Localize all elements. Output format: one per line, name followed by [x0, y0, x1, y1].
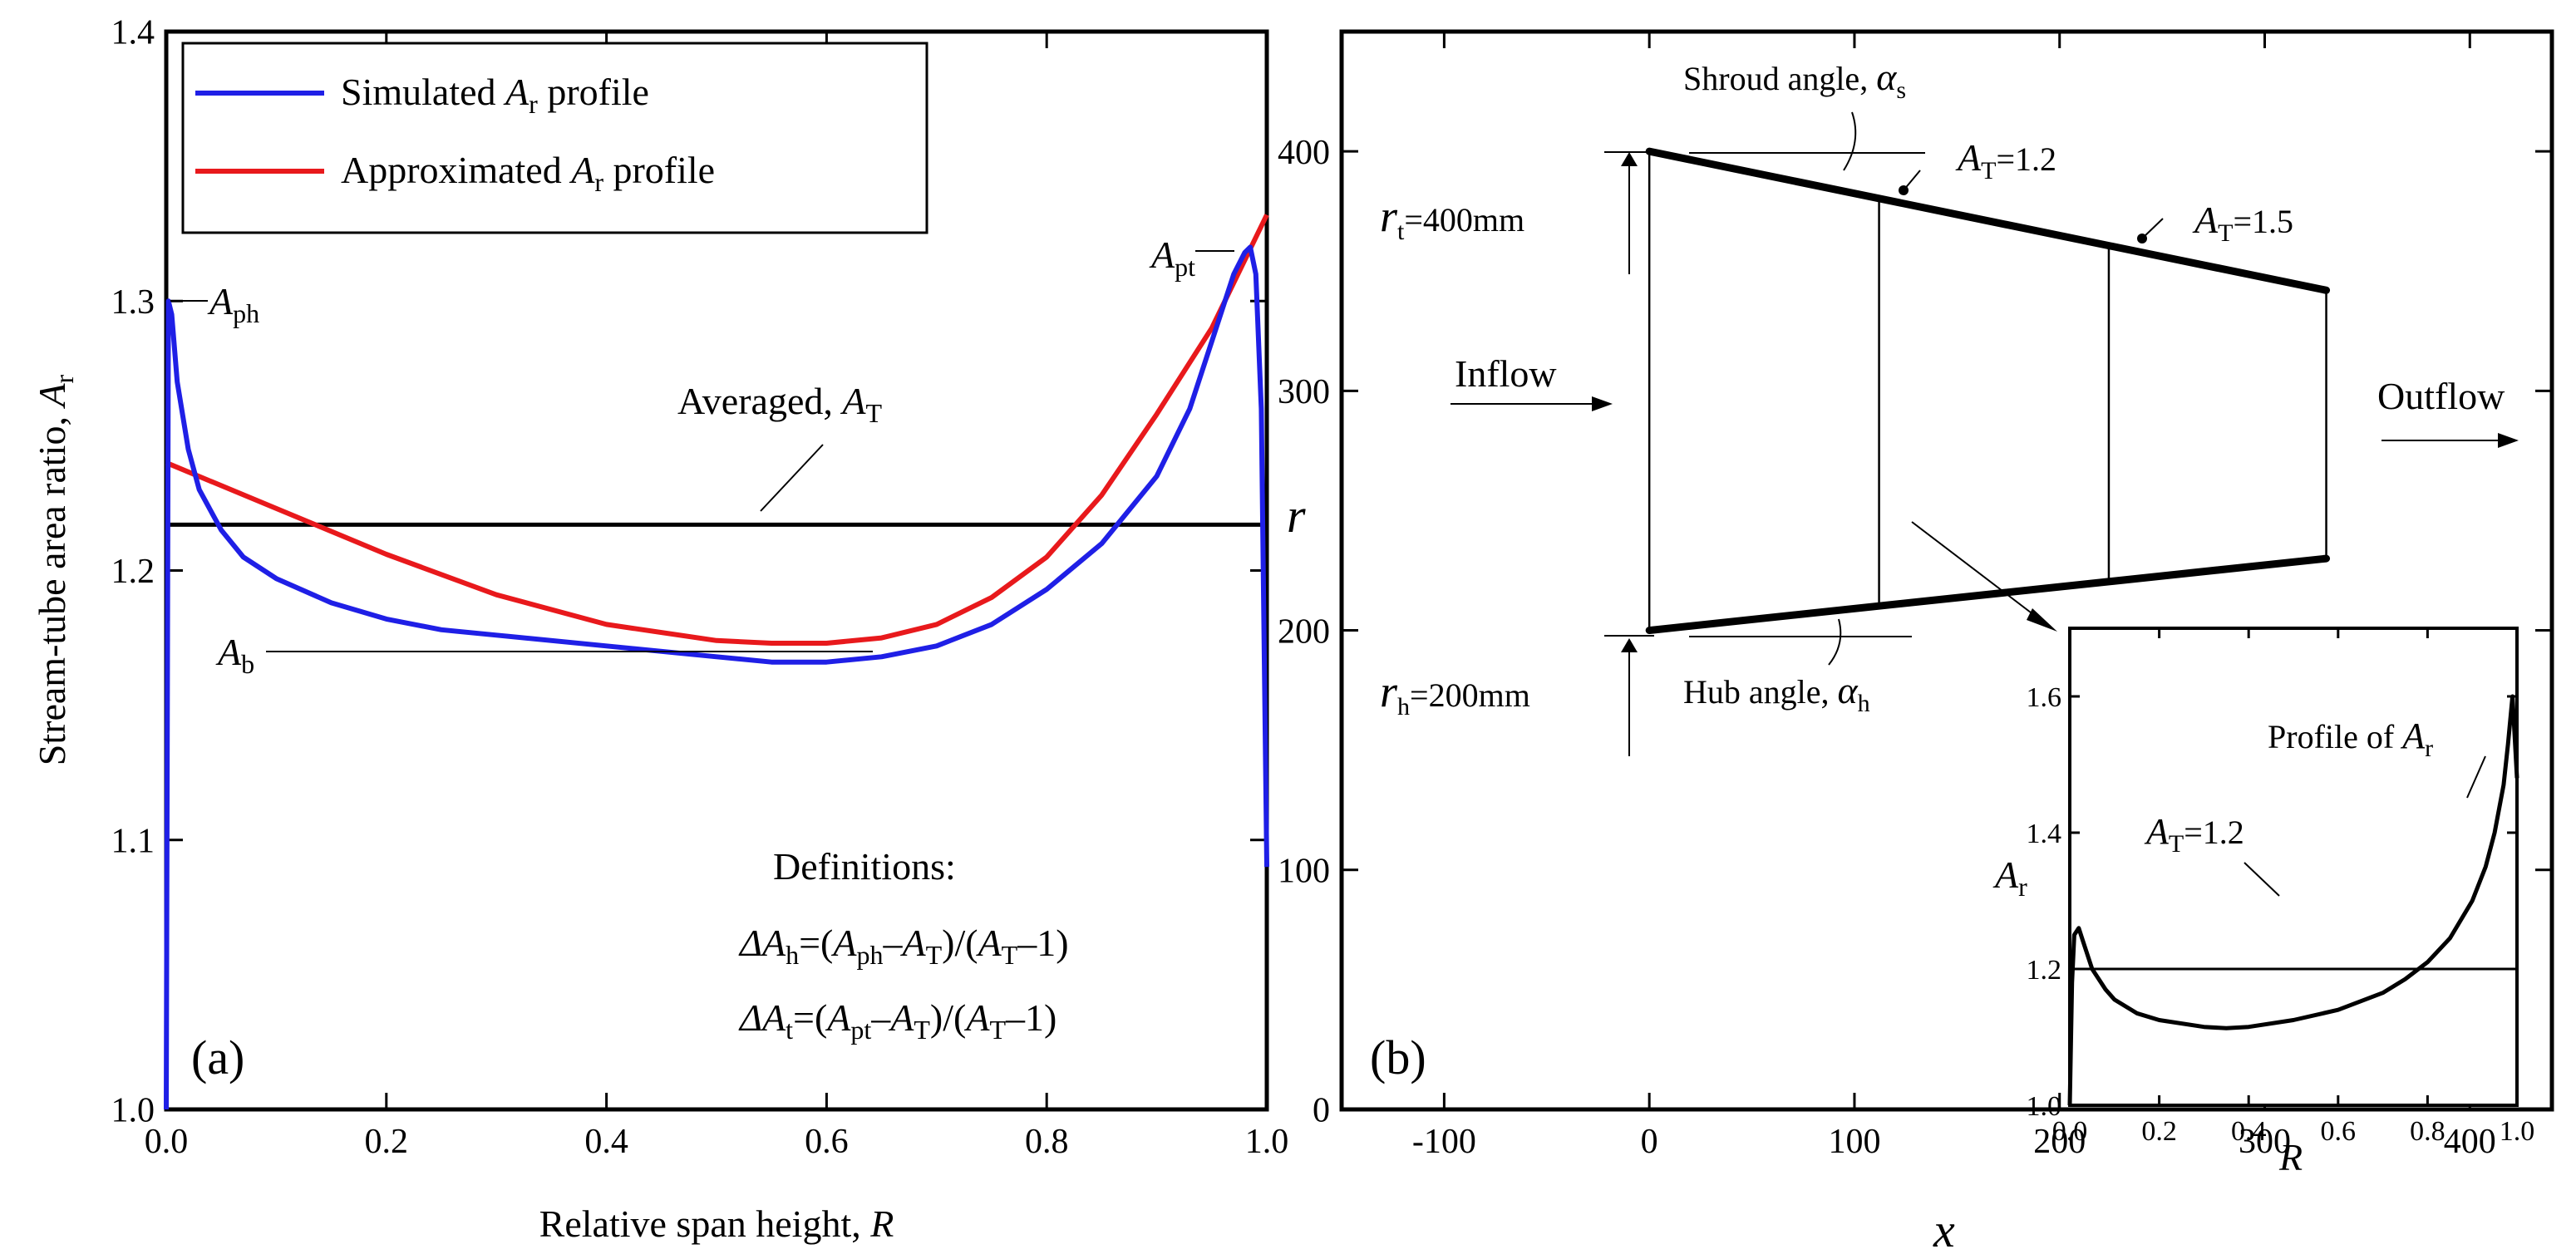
y-tick-label: 1.2: [2027, 955, 2062, 986]
y-tick-label: 1.4: [111, 14, 155, 52]
inset-profile-leader: [2466, 755, 2486, 799]
y-tick-label: 200: [1278, 612, 1330, 651]
averaged-leader: [760, 444, 824, 512]
panel-b-y-axis-label: r: [1287, 489, 1306, 543]
x-tick-label: 0.0: [2052, 1116, 2088, 1147]
x-tick-label: 0.8: [1025, 1123, 1069, 1161]
at-1-5-label: AT=1.5: [2192, 199, 2293, 247]
panel-a-x-axis-label: Relative span height, R: [539, 1202, 894, 1245]
x-tick-label: 0.2: [2141, 1116, 2177, 1147]
inset-pointer-head: [2027, 608, 2057, 632]
inset-at-leader: [2244, 862, 2280, 897]
panel-b: -100 0 100 200 300 400 0 100 200 300 400 r x Shrou…: [1278, 29, 2554, 1257]
inset-x-axis-label: R: [2278, 1136, 2303, 1178]
panel-b-x-axis-label: x: [1933, 1203, 1955, 1257]
rt-arrowhead: [1621, 152, 1638, 166]
duct-geometry: [1645, 147, 2331, 635]
y-tick-label: 0: [1313, 1092, 1330, 1130]
rh-arrowhead: [1621, 638, 1638, 652]
x-tick-label: 200: [2033, 1123, 2086, 1161]
panel-b-tag: (b): [1370, 1030, 1426, 1084]
inset-y-axis-label: Ar: [1992, 853, 2027, 902]
legend-box: [181, 42, 928, 234]
at-1-5-leader: [2141, 218, 2164, 239]
a-pt-label: Apt: [1149, 234, 1195, 282]
legend-label-simulated: Simulated Ar profile: [341, 71, 649, 119]
averaged-label: Averaged, AT: [677, 380, 882, 428]
y-tick-label: 1.2: [111, 553, 155, 591]
y-tick-label: 1.4: [2027, 819, 2062, 849]
inflow-arrowhead: [1592, 396, 1613, 411]
x-tick-label: 0.4: [2231, 1116, 2267, 1147]
panel-b-ticks: -100 0 100 200 300 400 0 100 200 300 400: [1278, 32, 2552, 1161]
rh-label: rh=200mm: [1380, 666, 1530, 720]
at-1-2-label: AT=1.2: [1955, 136, 2056, 184]
y-tick-label: 1.3: [111, 283, 155, 322]
x-tick-label: 0.6: [805, 1123, 849, 1161]
x-tick-label: 0.4: [584, 1123, 628, 1161]
x-tick-label: 400: [2444, 1123, 2496, 1161]
shroud-angle-label: Shroud angle, αs: [1683, 56, 1906, 104]
definition-delta-h: ΔAh=(Aph–AT)/(AT–1): [738, 922, 1069, 970]
shroud-line: [1645, 147, 2331, 294]
x-tick-label: 0.0: [145, 1123, 189, 1161]
x-tick-label: 0.2: [365, 1123, 409, 1161]
x-tick-label: 100: [1828, 1123, 1880, 1161]
x-tick-label: 0.8: [2410, 1116, 2445, 1147]
panel-a-ticks: 0.0 0.2 0.4 0.6 0.8 1.0 1.0 1.1 1.2 1.3 1.4: [111, 14, 1289, 1161]
inset-pointer: [1911, 521, 2046, 624]
panel-a-y-axis-label: Stream-tube area ratio, Ar: [31, 374, 79, 765]
series-line-approximated: [165, 214, 1269, 646]
definition-delta-t: ΔAt=(Apt–AT)/(AT–1): [738, 996, 1057, 1045]
a-ph-label: Aph: [207, 280, 259, 328]
inset-series: [2067, 694, 2519, 1106]
a-b-label: Ab: [215, 631, 254, 679]
at-1-2-leader: [1903, 170, 1921, 191]
x-tick-label: 0: [1641, 1123, 1658, 1161]
hub-line: [1645, 554, 2331, 635]
legend-label-approximated: Approximated Ar profile: [341, 149, 715, 197]
y-tick-label: 100: [1278, 852, 1330, 890]
outflow-label: Outflow: [2377, 375, 2505, 417]
y-tick-label: 1.6: [2027, 682, 2062, 713]
hub-angle-label: Hub angle, αh: [1683, 669, 1870, 717]
y-tick-label: 1.0: [2027, 1091, 2062, 1122]
x-tick-label: -100: [1412, 1123, 1476, 1161]
inset-frame: [2068, 627, 2519, 1107]
panel-a-tag: (a): [191, 1030, 244, 1084]
legend: Simulated Ar profile Approximated Ar pro…: [181, 42, 928, 234]
outflow-arrowhead: [2498, 433, 2519, 448]
panel-b-axes-frame: [1339, 29, 2554, 1112]
definitions-title: Definitions:: [773, 845, 956, 888]
x-tick-label: 300: [2239, 1123, 2291, 1161]
hub-angle-arc: [1828, 618, 1842, 666]
inset-profile-label: Profile of Ar: [2268, 716, 2433, 762]
series-line-simulated: [164, 244, 1269, 1110]
inset-at-label: AT=1.2: [2144, 811, 2244, 858]
inflow-label: Inflow: [1455, 352, 1557, 395]
y-tick-label: 300: [1278, 373, 1330, 411]
x-tick-label: 0.6: [2321, 1116, 2357, 1147]
inset: 0.0 0.2 0.4 0.6 0.8 1.0 1.0 1.2 1.4 1.6 Ar R Prof…: [1992, 627, 2535, 1178]
inset-line-profile: [2067, 694, 2519, 1106]
panel-a: 0.0 0.2 0.4 0.6 0.8 1.0 1.0 1.1 1.2 1.3 1.4 Stream…: [31, 14, 1288, 1245]
x-tick-label: 1.0: [1245, 1123, 1289, 1161]
panel-a-series: [164, 214, 1269, 1110]
y-tick-label: 1.1: [111, 822, 155, 860]
shroud-angle-arc: [1843, 111, 1857, 171]
x-tick-label: 1.0: [2500, 1116, 2535, 1147]
y-tick-label: 400: [1278, 134, 1330, 172]
rt-label: rt=400mm: [1380, 191, 1524, 245]
y-tick-label: 1.0: [111, 1092, 155, 1130]
